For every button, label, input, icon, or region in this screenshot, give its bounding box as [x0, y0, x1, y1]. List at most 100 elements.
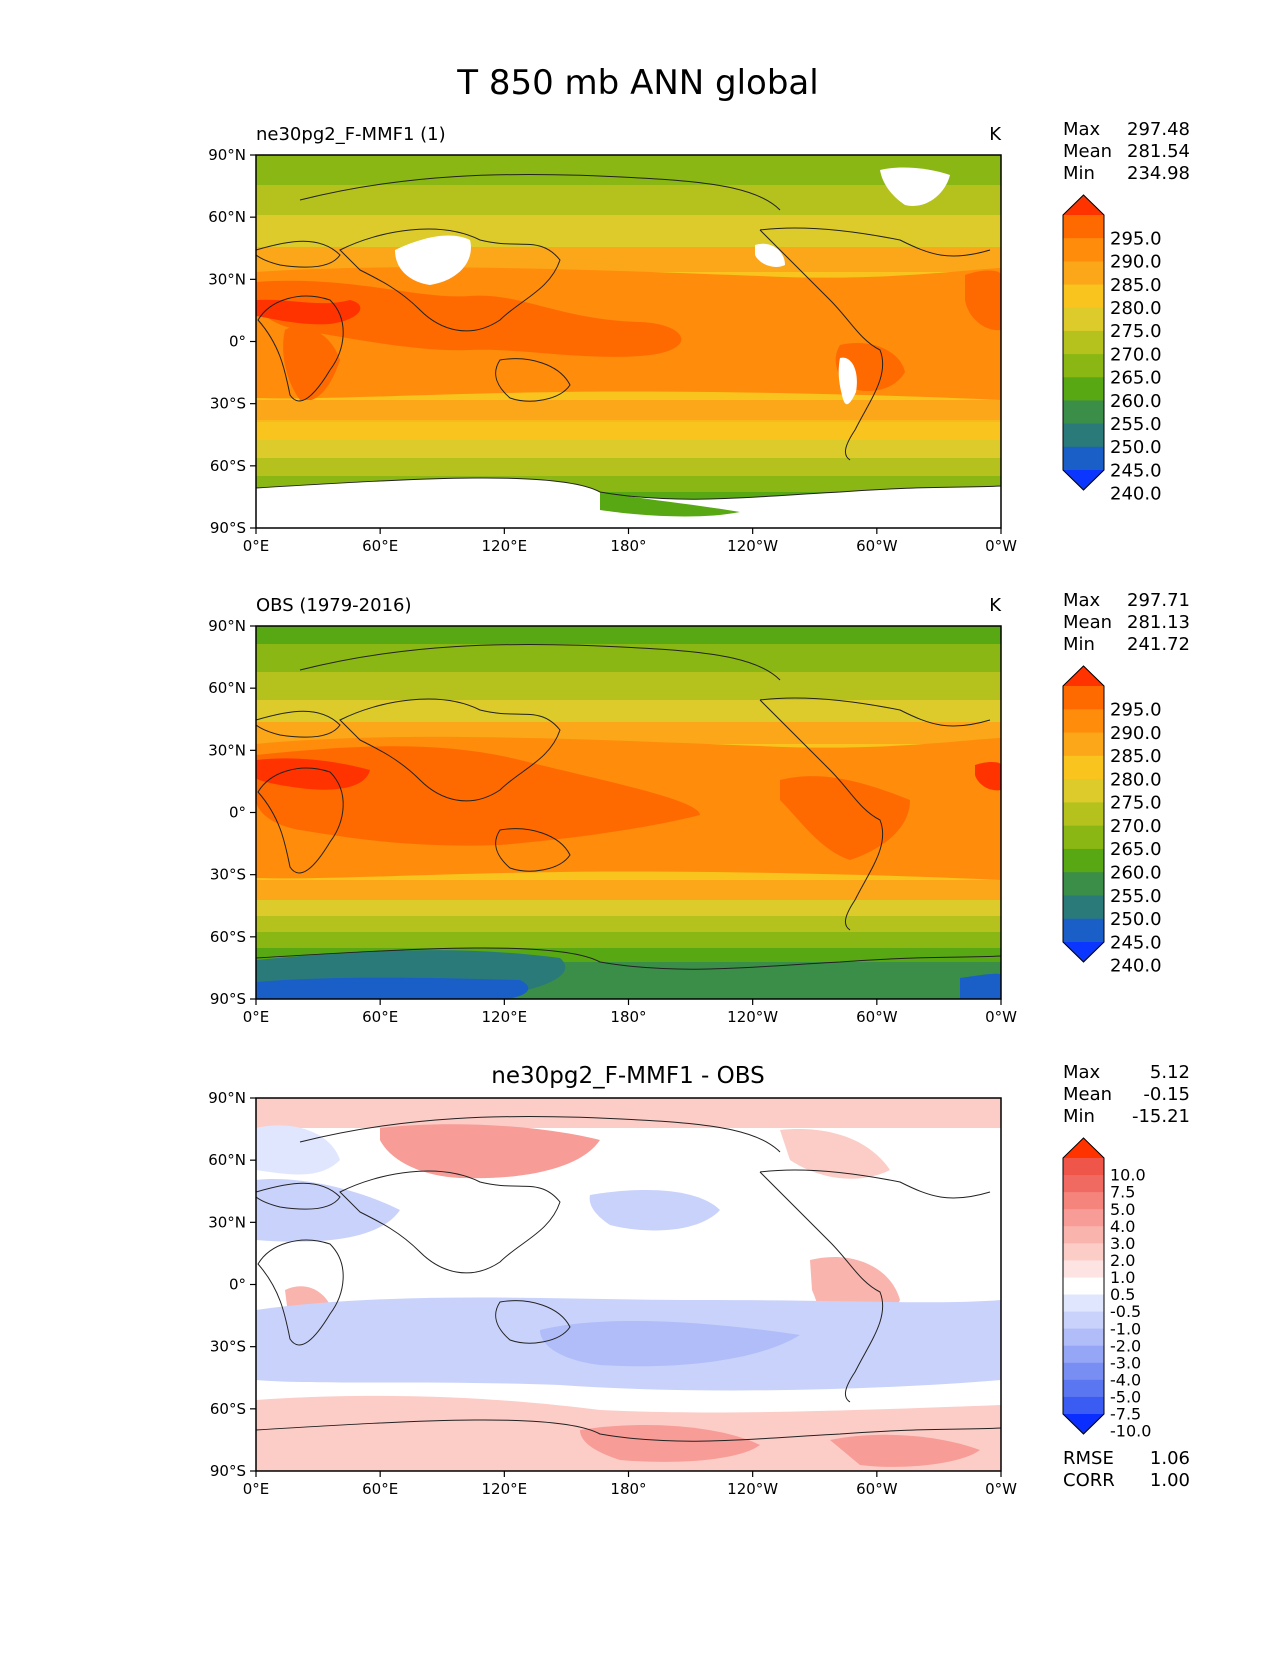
colorbar-segment	[1063, 354, 1104, 378]
colorbar-segment	[1063, 1311, 1104, 1330]
lat-tick-label: 90°S	[210, 1462, 246, 1480]
panel-test-stats: Max 297.48 Mean 281.54 Min 234.98	[1063, 119, 1190, 184]
lon-tick-label: 120°E	[482, 537, 528, 555]
colorbar-segment	[1063, 1260, 1104, 1278]
panel-obs-units: K	[989, 595, 1002, 616]
colorbar-segment	[1063, 848, 1104, 873]
lat-tick-label: 90°S	[210, 990, 246, 1008]
lon-tick-label: 60°W	[856, 1480, 898, 1498]
colorbar-tick-label: 295.0	[1110, 228, 1162, 249]
colorbar-segment	[1063, 215, 1104, 239]
lon-tick-label: 60°E	[362, 1008, 398, 1026]
lon-tick-label: 60°E	[362, 1480, 398, 1498]
panel-test: ne30pg2_F-MMF1 (1) K	[208, 119, 1190, 555]
panel-test-map	[256, 155, 1001, 528]
panel-diff-coastlines	[256, 1116, 1001, 1442]
colorbar-segment	[1063, 377, 1104, 401]
stat-label: Min	[1063, 634, 1095, 655]
colorbar-segment	[1063, 1243, 1104, 1261]
lon-tick-label: 120°W	[727, 1008, 778, 1026]
panel-obs-left-title: OBS (1979-2016)	[256, 595, 412, 616]
panel-diff-axes: 90°N 60°N 30°N 0° 30°S 60°S 90°S0°E 60°E 120°E 18…	[208, 1089, 1017, 1498]
colorbar-segment	[1063, 307, 1104, 332]
colorbar-tick-label: 295.0	[1110, 700, 1162, 721]
colorbar-tick-label: -0.5	[1110, 1302, 1141, 1321]
colorbar-segment	[1063, 1328, 1104, 1347]
stat-value: 241.72	[1127, 634, 1190, 655]
colorbar-segment	[1063, 446, 1104, 471]
lat-tick-label: 0°	[229, 804, 246, 822]
lat-tick-label: 60°S	[210, 457, 246, 475]
colorbar-tick-label: 280.0	[1110, 298, 1162, 319]
colorbar-tick-label: 245.0	[1110, 932, 1162, 953]
colorbar-tick-label: 265.0	[1110, 368, 1162, 389]
colorbar-tick-label: -4.0	[1110, 1370, 1141, 1389]
colorbar-tick-label: -7.5	[1110, 1405, 1141, 1424]
colorbar-tick-label: 270.0	[1110, 816, 1162, 837]
lon-tick-label: 0°E	[243, 1008, 270, 1026]
panel-diff-center-title: ne30pg2_F-MMF1 - OBS	[491, 1063, 764, 1089]
lon-tick-label: 120°W	[727, 1480, 778, 1498]
lat-tick-label: 90°N	[208, 1089, 246, 1107]
colorbar-segment	[1063, 238, 1104, 262]
lat-tick-label: 30°N	[208, 741, 246, 759]
lon-tick-label: 120°E	[482, 1008, 528, 1026]
colorbar-segment	[1063, 1379, 1104, 1398]
colorbar-tick-label: 280.0	[1110, 769, 1162, 790]
colorbar-tick-label: 265.0	[1110, 839, 1162, 860]
stat-value: -0.15	[1143, 1084, 1190, 1105]
colorbar-segment	[1063, 423, 1104, 448]
extra-stat-value: 1.06	[1150, 1448, 1190, 1469]
colorbar-segment	[1063, 1294, 1104, 1313]
colorbar-tick-label: -3.0	[1110, 1353, 1141, 1372]
colorbar-segment	[1063, 400, 1104, 425]
colorbar-segment	[1063, 1277, 1104, 1296]
lon-tick-label: 0°E	[243, 1480, 270, 1498]
colorbar-segment	[1063, 1345, 1104, 1364]
extra-stat-value: 1.00	[1150, 1470, 1190, 1491]
stat-value: 297.71	[1127, 590, 1190, 611]
lon-tick-label: 60°W	[856, 537, 898, 555]
lat-tick-label: 90°N	[208, 146, 246, 164]
colorbar-tick-label: 275.0	[1110, 321, 1162, 342]
colorbar-tick-label: 285.0	[1110, 746, 1162, 767]
lat-tick-label: 90°S	[210, 519, 246, 537]
colorbar-segment	[1063, 802, 1104, 827]
colorbar-segment	[1063, 872, 1104, 896]
colorbar-segment	[1063, 732, 1104, 757]
colorbar-segment	[1063, 1209, 1104, 1227]
colorbar-segment	[1063, 1396, 1104, 1415]
panel-test-axes: 90°N 60°N 30°N 0° 30°S 60°S 90°S0°E 60°E 120°E 18…	[208, 146, 1017, 555]
panel-test-coastlines	[256, 174, 1001, 500]
colorbar-tick-label: 240.0	[1110, 956, 1162, 977]
lon-tick-label: 0°W	[985, 1008, 1017, 1026]
colorbar-tick-label: 260.0	[1110, 862, 1162, 883]
lon-tick-label: 0°E	[243, 537, 270, 555]
stat-label: Min	[1063, 163, 1095, 184]
lon-tick-label: 180°	[610, 537, 646, 555]
panel-obs: OBS (1979-2016) K	[208, 590, 1190, 1026]
lat-tick-label: 60°N	[208, 208, 246, 226]
colorbar-tick-label: 240.0	[1110, 483, 1162, 504]
panel-test-units: K	[989, 124, 1002, 145]
colorbar-tick-label: 10.0	[1110, 1166, 1146, 1185]
panel-test-left-title: ne30pg2_F-MMF1 (1)	[256, 124, 446, 145]
stat-value: 5.12	[1150, 1062, 1190, 1083]
lat-tick-label: 90°N	[208, 617, 246, 635]
stat-label: Mean	[1063, 141, 1112, 162]
colorbar-segment	[1063, 1175, 1104, 1193]
panel-obs-map	[256, 626, 1001, 999]
lat-tick-label: 30°S	[210, 395, 246, 413]
colorbar-tick-label: 2.0	[1110, 1251, 1135, 1270]
colorbar-tick-label: 255.0	[1110, 414, 1162, 435]
stat-value: -15.21	[1132, 1106, 1190, 1127]
colorbar-segment	[1063, 1158, 1104, 1176]
colorbar-extend-min	[1063, 942, 1104, 962]
colorbar-extend-max	[1063, 195, 1104, 215]
stat-label: Mean	[1063, 1084, 1112, 1105]
colorbar-outline	[1062, 1137, 1105, 1435]
colorbar-segment	[1063, 284, 1104, 309]
